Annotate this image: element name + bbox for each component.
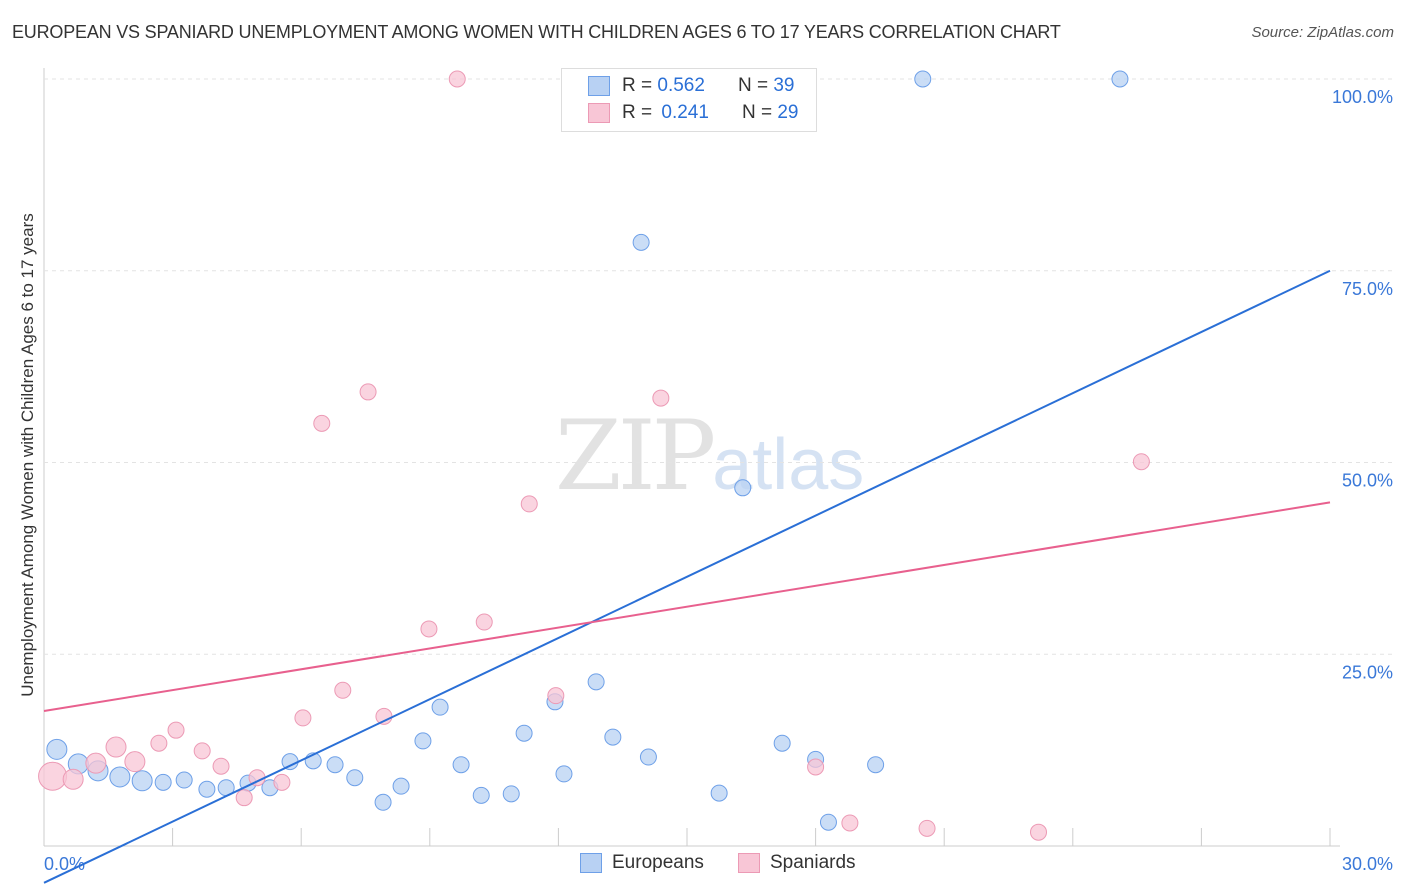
watermark: ZIPatlas [555, 400, 865, 512]
spaniards-point [313, 414, 331, 432]
spaniards-point [105, 736, 127, 758]
europeans-point [392, 777, 410, 795]
y-tick-label: 25.0% [1342, 662, 1393, 682]
y-tick-label: 75.0% [1342, 279, 1393, 299]
europeans-swatch [588, 76, 610, 96]
spaniards-point [475, 613, 493, 631]
europeans-point [632, 233, 650, 251]
spaniards-point [448, 70, 466, 88]
europeans-point [555, 765, 573, 783]
europeans-point [175, 771, 193, 789]
spaniards-point [520, 495, 538, 513]
europeans-r: 0.562 [657, 75, 705, 96]
x-tick-label: 30.0% [1342, 854, 1393, 874]
n-label: N = [741, 102, 773, 123]
europeans-point [604, 728, 622, 746]
europeans-point [472, 786, 490, 804]
spaniards-swatch [738, 853, 760, 873]
europeans-point [131, 770, 153, 792]
legend-europeans: R = 0.562 N = 39 [588, 73, 794, 99]
source-label: Source: ZipAtlas.com [1251, 24, 1394, 41]
europeans-point [452, 756, 470, 774]
europeans-point [867, 756, 885, 774]
europeans-point [502, 785, 520, 803]
r-label: R = [622, 75, 653, 96]
legend-spaniards: R = 0.241 N = 29 [588, 100, 798, 126]
y-tick-label: 100.0% [1332, 87, 1393, 107]
spaniards-n: 29 [777, 102, 799, 123]
spaniards-label: Spaniards [770, 852, 856, 873]
europeans-point [819, 813, 837, 831]
europeans-point [281, 753, 299, 771]
spaniards-point [150, 734, 168, 752]
europeans-point [326, 756, 344, 774]
spaniards-point [38, 761, 68, 791]
europeans-point [346, 769, 364, 787]
europeans-swatch [580, 853, 602, 873]
spaniards-point [652, 389, 670, 407]
spaniards-point [124, 751, 146, 773]
europeans-point [639, 748, 657, 766]
spaniards-point [1030, 823, 1048, 841]
spaniards-point [334, 681, 352, 699]
europeans-point [515, 724, 533, 742]
bottom-legend-spaniards: Spaniards [738, 852, 856, 874]
spaniards-point [273, 773, 291, 791]
europeans-point [154, 773, 172, 791]
spaniards-r: 0.241 [661, 102, 709, 123]
spaniards-point [359, 383, 377, 401]
europeans-point [587, 673, 605, 691]
spaniards-point [918, 819, 936, 837]
europeans-point [734, 479, 752, 497]
europeans-n: 39 [773, 75, 795, 96]
europeans-point [374, 793, 392, 811]
europeans-point [431, 698, 449, 716]
europeans-point [414, 732, 432, 750]
spaniards-point [212, 757, 230, 775]
chart-title: EUROPEAN VS SPANIARD UNEMPLOYMENT AMONG … [12, 22, 1061, 42]
spaniards-point [193, 742, 211, 760]
n-label: N = [737, 75, 769, 96]
europeans-point [198, 780, 216, 798]
r-label: R = [622, 102, 653, 123]
legend: R = 0.562 N = 39 R = 0.241 N = 29 [561, 68, 817, 132]
spaniards-point [807, 758, 825, 776]
europeans-point [914, 70, 932, 88]
bottom-legend-europeans: Europeans [580, 852, 704, 874]
europeans-point [710, 784, 728, 802]
europeans-point [773, 734, 791, 752]
europeans-trend-line [43, 269, 1331, 884]
spaniards-point [167, 721, 185, 739]
europeans-point [109, 766, 131, 788]
spaniards-point [547, 687, 565, 705]
spaniards-point [1132, 453, 1150, 471]
spaniards-point [420, 620, 438, 638]
spaniards-point [85, 752, 107, 774]
europeans-label: Europeans [612, 852, 704, 873]
spaniards-swatch [588, 103, 610, 123]
spaniards-point [294, 709, 312, 727]
x-tick-label: 0.0% [44, 854, 85, 874]
spaniards-trend-line [43, 501, 1331, 712]
spaniards-point [62, 768, 84, 790]
europeans-point [1111, 70, 1129, 88]
spaniards-point [841, 814, 859, 832]
spaniards-point [235, 789, 253, 807]
europeans-point [46, 738, 68, 760]
y-tick-label: 50.0% [1342, 471, 1393, 491]
